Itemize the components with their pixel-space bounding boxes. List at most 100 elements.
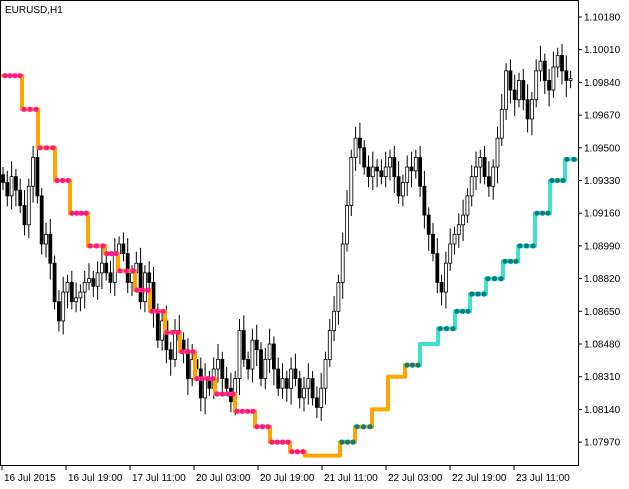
candle-body	[147, 272, 152, 283]
candle-body	[48, 233, 53, 264]
x-tick-label: 23 Jul 11:00	[516, 473, 570, 484]
x-tick-label: 20 Jul 19:00	[260, 473, 315, 484]
candle-body	[1, 174, 5, 183]
stop-dot	[469, 291, 475, 297]
stop-dot	[78, 210, 84, 216]
candle-body	[409, 166, 414, 172]
candle-body	[366, 166, 371, 178]
x-tick-label: 22 Jul 19:00	[452, 473, 507, 484]
candle-body	[26, 185, 31, 226]
candle-body	[52, 262, 57, 303]
stop-dot	[475, 291, 481, 297]
candle-body	[555, 55, 560, 68]
candle-body	[241, 330, 246, 360]
candle-body	[357, 137, 362, 149]
candle-body	[271, 343, 276, 370]
candle-body	[400, 182, 405, 197]
stop-dot	[160, 308, 166, 314]
stop-dot	[190, 349, 196, 355]
candle-body	[340, 243, 345, 283]
x-tick-label: 20 Jul 03:00	[196, 473, 251, 484]
stop-dot	[360, 424, 367, 430]
candle-body	[138, 262, 143, 303]
stop-dot	[54, 177, 60, 184]
stop-dot	[74, 210, 80, 216]
stop-dot	[289, 449, 295, 455]
stop-dot	[523, 243, 530, 249]
candle-body	[336, 282, 341, 312]
candle-body	[220, 358, 225, 380]
stop-dot	[169, 329, 176, 336]
candle-body	[560, 55, 564, 72]
y-tick-label: 1.09670	[584, 111, 621, 122]
stop-dot	[145, 287, 151, 293]
stop-dot	[7, 73, 13, 79]
candle-body	[332, 310, 337, 331]
candle-body	[310, 378, 315, 399]
x-tick-label: 16 Jul 2015	[4, 473, 56, 484]
candle-body	[78, 291, 83, 299]
candle-body	[465, 195, 470, 216]
candle-body	[61, 291, 66, 322]
candle-body	[168, 349, 173, 360]
candle-body	[345, 205, 349, 245]
stop-dot	[534, 210, 540, 216]
stop-dot	[33, 106, 39, 112]
stop-dot	[194, 376, 200, 382]
candle-body	[181, 339, 186, 351]
candle-body	[104, 262, 109, 274]
candle-body	[396, 176, 401, 197]
stop-dot	[175, 329, 181, 336]
stop-dot	[367, 424, 373, 430]
candle-body	[13, 176, 18, 191]
candle-body	[82, 282, 87, 293]
candle-body	[100, 262, 104, 274]
x-tick-label: 21 Jul 11:00	[324, 473, 378, 484]
stop-dot	[274, 439, 280, 445]
candle-body	[362, 147, 367, 168]
candle-body	[521, 80, 526, 101]
candle-body	[530, 99, 534, 120]
stop-dot	[250, 408, 256, 414]
candle-body	[224, 378, 229, 389]
stop-dot	[43, 145, 50, 151]
candle-body	[39, 195, 44, 245]
stop-dot	[344, 439, 351, 445]
y-tick-label: 1.09840	[584, 78, 621, 89]
candle-body	[57, 301, 61, 322]
stop-dot	[59, 177, 66, 184]
candle-body	[44, 233, 48, 245]
stop-dot	[123, 268, 130, 274]
candle-body	[392, 157, 397, 178]
stop-dot	[539, 210, 546, 216]
stop-dot	[87, 243, 93, 249]
stop-dot	[254, 424, 260, 430]
stop-dot	[545, 210, 551, 216]
y-tick-label: 1.08140	[584, 405, 621, 416]
candle-body	[314, 397, 319, 408]
candle-body	[568, 78, 573, 81]
stop-dot	[294, 449, 301, 455]
candle-body	[486, 176, 491, 187]
candle-body	[491, 166, 496, 187]
y-tick-label: 1.09330	[584, 176, 621, 187]
candle-body	[276, 368, 281, 389]
chart-title: EURUSD,H1	[5, 5, 63, 16]
candle-body	[198, 368, 203, 399]
stop-dot	[205, 376, 211, 382]
stop-dot	[149, 308, 155, 314]
candle-body	[74, 297, 78, 303]
candle-body	[370, 166, 375, 178]
stop-dot	[230, 391, 236, 397]
candle-body	[538, 60, 543, 72]
stop-dot	[100, 243, 106, 249]
stop-dot	[234, 408, 240, 414]
y-tick-label: 1.10010	[584, 45, 621, 56]
stop-dot	[179, 349, 185, 355]
candle-body	[31, 157, 36, 187]
stop-dot	[21, 106, 27, 112]
candle-body	[112, 253, 117, 283]
x-tick-label: 16 Jul 19:00	[68, 473, 123, 484]
stop-dot	[549, 177, 555, 184]
